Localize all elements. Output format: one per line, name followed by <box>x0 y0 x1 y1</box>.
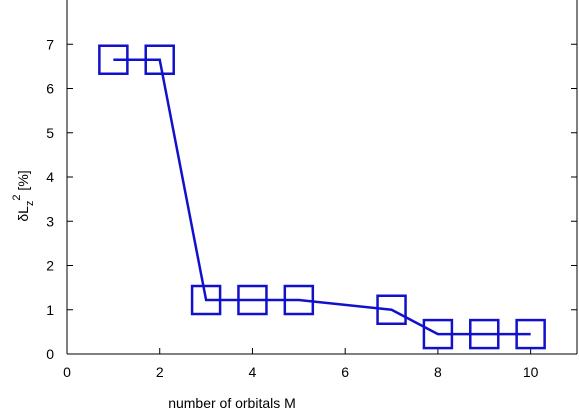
y-tick-label: 6 <box>46 81 54 97</box>
data-point-marker <box>515 318 546 350</box>
data-point-marker <box>98 44 129 75</box>
x-axis-label: number of orbitals M <box>168 395 296 411</box>
plot-frame <box>66 0 578 355</box>
y-tick-label: 5 <box>46 125 54 141</box>
x-tick-label: 2 <box>156 364 164 380</box>
data-point-marker <box>144 44 175 75</box>
x-tick-label: 10 <box>523 364 539 380</box>
x-tick-label: 6 <box>341 364 349 380</box>
y-axis-label-superscript: 2 <box>11 194 23 200</box>
x-axis-ticks: 0 2 4 6 8 10 <box>63 348 539 380</box>
y-axis-label-unit: [%] <box>15 170 31 194</box>
x-tick-label: 4 <box>249 364 257 380</box>
data-point-marker <box>237 284 268 316</box>
y-tick-label: 2 <box>46 258 54 274</box>
x-tick-label: 8 <box>434 364 442 380</box>
series-layer <box>98 44 546 350</box>
y-tick-label: 4 <box>46 169 54 185</box>
series-line <box>113 58 531 336</box>
data-point-marker <box>376 294 407 325</box>
y-axis-label-base: δL <box>15 206 31 222</box>
data-point-marker <box>283 284 315 316</box>
data-point-marker <box>469 318 500 350</box>
data-point-marker <box>422 318 454 350</box>
y-tick-label: 7 <box>46 36 54 52</box>
y-axis-label-subscript: z <box>24 201 36 207</box>
y-tick-label: 0 <box>46 346 54 362</box>
y-tick-label: 1 <box>46 302 54 318</box>
x-tick-label: 0 <box>63 364 71 380</box>
y-tick-label: 3 <box>46 213 54 229</box>
data-point-marker <box>190 284 222 316</box>
y-axis-label: δLz2 [%] <box>11 170 36 221</box>
y-axis-ticks: 0 1 2 3 4 5 6 7 <box>46 36 577 362</box>
